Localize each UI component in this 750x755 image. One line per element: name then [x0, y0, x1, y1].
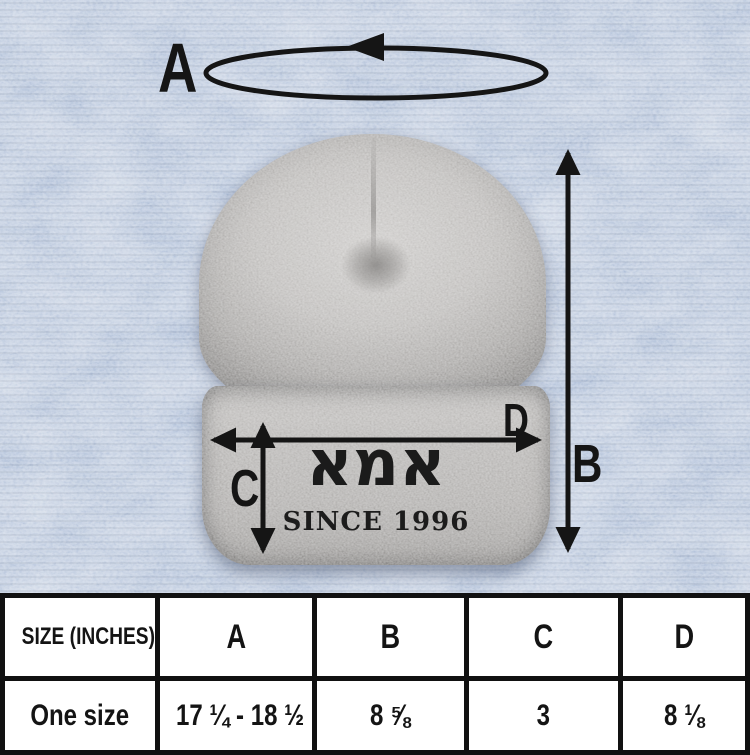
dimension-label-c: C	[230, 460, 260, 518]
cell-size-name: One size	[0, 676, 160, 755]
header-b: B	[312, 593, 469, 681]
cell-b-value: 8 ⅝	[312, 676, 469, 755]
size-table-data-row: One size 17 ¼ - 18 ½ 8 ⅝ 3 8 ⅛	[0, 676, 750, 755]
size-table: SIZE (INCHES) A B C D One size 17 ¼ - 18…	[0, 593, 750, 755]
crown-seam	[371, 138, 376, 262]
header-d: D	[618, 593, 750, 681]
cell-a-value: 17 ¼ - 18 ½	[155, 676, 317, 755]
size-chart: SIZE (INCHES) A B C D One size 17 ¼ - 18…	[0, 593, 750, 755]
header-a: A	[155, 593, 317, 681]
dimension-label-d: D	[503, 394, 529, 446]
dimension-label-a: A	[158, 29, 198, 107]
cell-d-value: 8 ⅛	[618, 676, 750, 755]
header-c: C	[464, 593, 623, 681]
beanie-crown	[199, 134, 546, 424]
dimension-label-b: B	[572, 434, 603, 494]
cell-c-value: 3	[464, 676, 623, 755]
size-table-header-row: SIZE (INCHES) A B C D	[0, 593, 750, 681]
header-size-inches: SIZE (INCHES)	[0, 593, 160, 681]
crown-dimple	[341, 236, 411, 294]
since-1996-embroidery-text: SINCE 1996	[282, 507, 470, 537]
